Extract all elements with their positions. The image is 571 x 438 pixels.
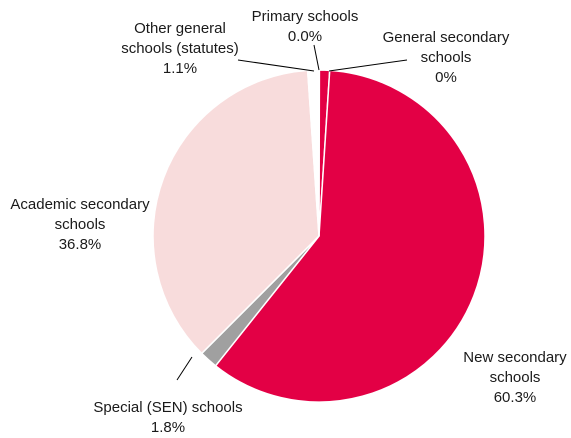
- leader-line-1: [328, 59, 408, 72]
- slice-value-label: 0%: [435, 69, 457, 86]
- slice-name-label: General secondary: [383, 29, 510, 46]
- slice-name-label: Other general: [134, 20, 226, 37]
- slice-label-2: New secondary schools 60.3%: [463, 349, 567, 406]
- slice-value-label: 0.0%: [288, 28, 322, 45]
- pie-slice-4: [152, 69, 320, 355]
- slice-name-label: New secondary: [463, 349, 567, 366]
- slice-name-label: Primary schools: [252, 8, 359, 25]
- slice-name-label: schools: [490, 369, 541, 386]
- slice-label-1: General secondary schools 0%: [383, 29, 510, 86]
- slice-label-3: Special (SEN) schools 1.8%: [93, 399, 242, 436]
- pie-slice-2: [214, 69, 486, 403]
- slice-name-label: Academic secondary: [10, 196, 150, 213]
- leader-line-3: [176, 356, 193, 381]
- slice-value-label: 1.1%: [163, 60, 197, 77]
- slice-value-label: 36.8%: [59, 236, 102, 253]
- slice-label-0: Primary schools 0.0%: [252, 8, 359, 45]
- slice-value-label: 60.3%: [494, 389, 537, 406]
- slice-name-label: Special (SEN) schools: [93, 399, 242, 416]
- slice-value-label: 1.8%: [151, 419, 185, 436]
- slice-name-label: schools (statutes): [121, 40, 239, 57]
- slice-name-label: schools: [55, 216, 106, 233]
- slice-label-4: Academic secondary schools 36.8%: [10, 196, 150, 253]
- leader-line-5: [237, 59, 315, 72]
- leader-line-0: [313, 44, 320, 71]
- slice-label-5: Other general schools (statutes) 1.1%: [121, 20, 239, 77]
- slice-name-label: schools: [421, 49, 472, 66]
